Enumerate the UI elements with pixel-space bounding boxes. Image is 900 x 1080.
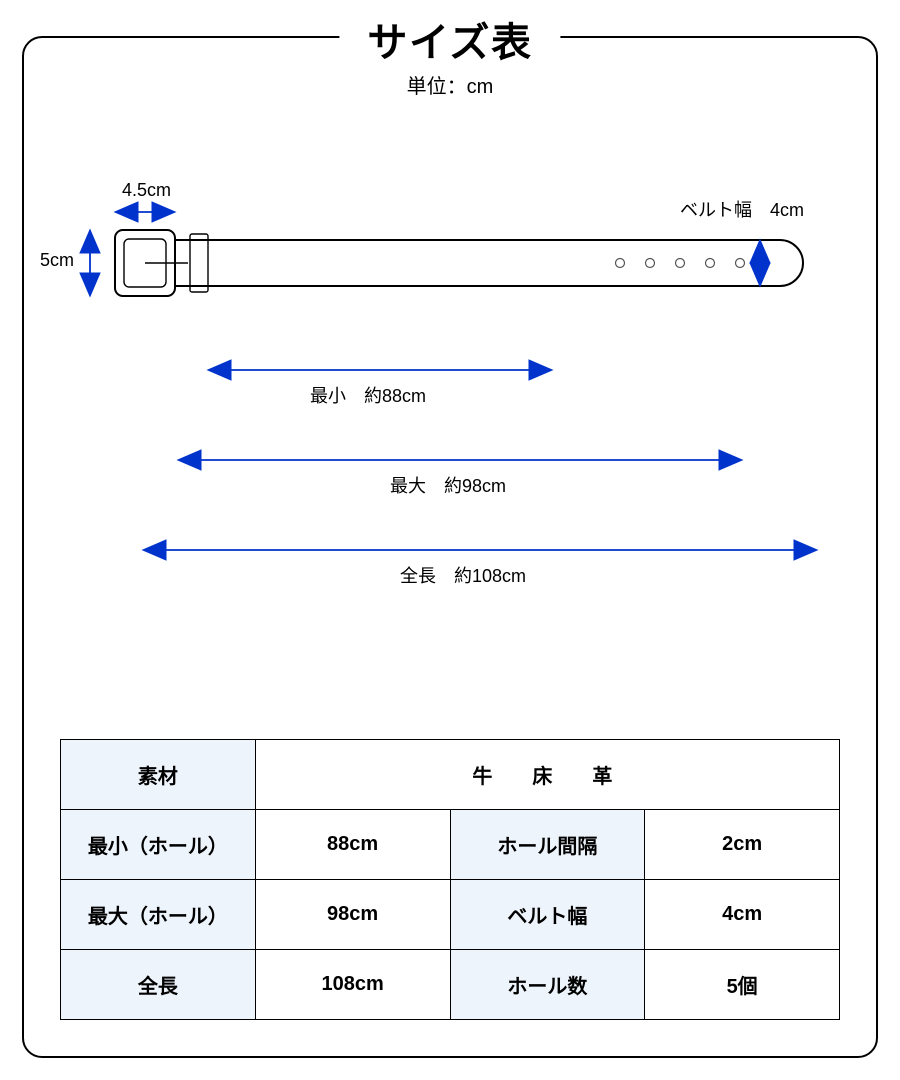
label-belt-width: ベルト幅 4cm	[680, 196, 804, 222]
diagram-svg	[60, 190, 840, 620]
label-total-length: 全長 約108cm	[400, 562, 526, 588]
cell-label: ベルト幅	[450, 880, 645, 950]
cell-value: 88cm	[255, 810, 450, 880]
spec-table: 素材 牛 床 革 最小（ホール） 88cm ホール間隔 2cm 最大（ホール） …	[60, 739, 840, 1020]
cell-value: 4cm	[645, 880, 840, 950]
cell-value: 5個	[645, 950, 840, 1020]
cell-value: 98cm	[255, 880, 450, 950]
table-row: 最小（ホール） 88cm ホール間隔 2cm	[61, 810, 840, 880]
cell-material-label: 素材	[61, 740, 256, 810]
table-row: 素材 牛 床 革	[61, 740, 840, 810]
table-row: 最大（ホール） 98cm ベルト幅 4cm	[61, 880, 840, 950]
title-block: サイズ表 単位：cm	[339, 10, 560, 99]
label-max-length: 最大 約98cm	[390, 472, 506, 498]
cell-material-value: 牛 床 革	[255, 740, 839, 810]
cell-label: ホール間隔	[450, 810, 645, 880]
belt-diagram: 4.5cm 5cm ベルト幅 4cm 最小 約88cm 最大 約98cm 全長 …	[60, 190, 840, 620]
label-buckle-width: 4.5cm	[122, 180, 171, 201]
cell-label: ホール数	[450, 950, 645, 1020]
label-min-length: 最小 約88cm	[310, 382, 426, 408]
page-title: サイズ表	[367, 10, 532, 68]
cell-label: 最大（ホール）	[61, 880, 256, 950]
cell-value: 108cm	[255, 950, 450, 1020]
cell-label: 全長	[61, 950, 256, 1020]
table-row: 全長 108cm ホール数 5個	[61, 950, 840, 1020]
label-buckle-height: 5cm	[40, 250, 74, 271]
cell-value: 2cm	[645, 810, 840, 880]
cell-label: 最小（ホール）	[61, 810, 256, 880]
page-subtitle: 単位：cm	[367, 70, 532, 99]
